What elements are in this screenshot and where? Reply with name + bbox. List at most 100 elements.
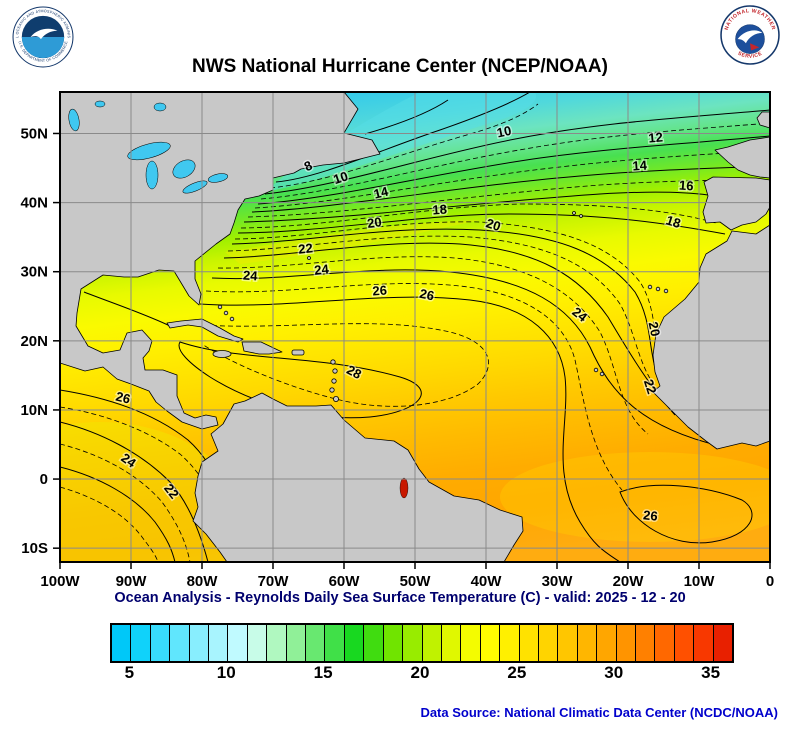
island-dot <box>330 359 336 365</box>
island-dot <box>655 286 661 292</box>
lon-label: 30W <box>542 573 574 590</box>
map-caption: Ocean Analysis - Reynolds Daily Sea Surf… <box>114 590 686 606</box>
colorbar-cell <box>208 625 228 661</box>
lon-label: 0 <box>766 573 774 590</box>
colorbar-cell <box>557 625 577 661</box>
colorbar-cell <box>518 625 538 661</box>
nws-swoosh-icon <box>737 30 763 44</box>
island-dot <box>593 367 599 373</box>
contour-label: 20 <box>484 215 502 234</box>
isotherm-8 <box>275 92 531 183</box>
colorbar-cell <box>169 625 189 661</box>
colorbar-tick-label: 10 <box>216 663 236 682</box>
lon-label: 20W <box>613 573 645 590</box>
lat-label: 10N <box>20 402 48 419</box>
isotherm-17 <box>240 203 717 229</box>
contour-label: 18 <box>664 212 682 231</box>
contour-label: 10 <box>495 123 512 141</box>
isotherm-21 <box>227 235 667 399</box>
lake-superior <box>127 141 171 161</box>
isotherm-13 <box>254 149 770 209</box>
isotherm-solid-group <box>60 92 770 562</box>
isotherm-25 <box>205 283 623 491</box>
colorbar-cell <box>615 625 635 661</box>
colorbar-tick-label: 35 <box>701 663 721 682</box>
colorbar-cell <box>305 625 325 661</box>
colorbar-tick-label: 15 <box>313 663 333 682</box>
isotherm-pac-24 <box>60 421 209 562</box>
island-dot <box>331 378 337 384</box>
colorbar-cell <box>266 625 286 661</box>
colorbar-tick-label: 25 <box>507 663 527 682</box>
data-source-note: Data Source: National Climatic Data Cent… <box>420 705 778 720</box>
grid-layer <box>60 92 770 562</box>
island-dot <box>332 368 338 374</box>
colorbar-cell <box>382 625 403 661</box>
contour-label: 24 <box>314 261 331 278</box>
noaa-seagull-icon <box>30 28 58 40</box>
colorbar-cell <box>654 625 674 661</box>
nws-arrow-icon <box>750 43 760 51</box>
axis-layer: 50N 40N 30N 20N 10N 0 10S 100W 90W 80W 70W 60W 50W 40… <box>20 125 774 590</box>
isotherm-9 <box>269 103 539 189</box>
colorbar-cell <box>634 625 655 661</box>
colorbar-cell <box>227 625 247 661</box>
colorbar-cell <box>440 625 461 661</box>
island-dot <box>329 387 335 393</box>
land-africa <box>652 224 770 450</box>
lat-label: 0 <box>40 471 48 488</box>
colorbar-tick-label: 5 <box>124 663 135 682</box>
contour-label: 20 <box>366 214 382 231</box>
isotherm-22 <box>223 242 676 416</box>
colorbar-cell <box>324 625 344 661</box>
colorbar-cell <box>596 625 616 661</box>
isotherm-15 <box>247 179 751 218</box>
lake-huron <box>172 159 196 179</box>
lake-north-2 <box>94 100 106 108</box>
land-south-america <box>192 392 524 562</box>
nws-logo: NATIONAL WEATHER SERVICE <box>720 5 780 65</box>
contour-label: 26 <box>418 286 435 304</box>
lat-label: 40N <box>20 195 48 212</box>
nws-ring-bottom-text: SERVICE <box>737 51 763 60</box>
lon-label: 80W <box>187 573 219 590</box>
island-hispaniola <box>241 341 283 355</box>
lon-label: 100W <box>40 573 80 590</box>
contour-label: 14 <box>632 157 648 173</box>
lon-label: 70W <box>258 573 290 590</box>
colorbar-cell <box>363 625 383 661</box>
lake-erie <box>182 180 208 194</box>
islands-cape-verde <box>593 367 605 377</box>
nws-ring-text-bottom: SERVICE <box>737 51 764 60</box>
colorbar-cell <box>421 625 441 661</box>
colorbar-cell <box>460 625 480 661</box>
island-bermuda <box>307 256 311 260</box>
island-dot <box>217 304 223 310</box>
lon-label: 40W <box>471 573 503 590</box>
land-north-america <box>60 92 381 430</box>
isotherm-11 <box>260 122 770 200</box>
isotherm-dashed-group <box>60 103 770 562</box>
noaa-logo: NATIONAL OCEANIC AND ATMOSPHERIC ADMINIS… <box>12 6 74 68</box>
lake-ontario <box>207 173 229 183</box>
isotherm-24 <box>211 269 721 447</box>
land-group <box>60 92 770 562</box>
isotherm-27 <box>187 323 489 407</box>
islands-bahamas <box>217 304 235 322</box>
contour-label: 16 <box>679 178 694 194</box>
lon-label: 60W <box>329 573 361 590</box>
page-title: NWS National Hurricane Center (NCEP/NOAA… <box>192 56 608 77</box>
colorbar-cell <box>285 625 306 661</box>
isotherm-28 <box>178 341 422 419</box>
contour-label: 24 <box>243 268 259 284</box>
island-dot <box>572 211 576 215</box>
isotherm-14 <box>251 165 770 213</box>
colorbar-cell <box>712 625 732 661</box>
land-iberia <box>702 176 770 231</box>
lat-label: 50N <box>20 125 48 142</box>
island-trinidad <box>332 395 339 402</box>
island-dot <box>579 214 583 218</box>
